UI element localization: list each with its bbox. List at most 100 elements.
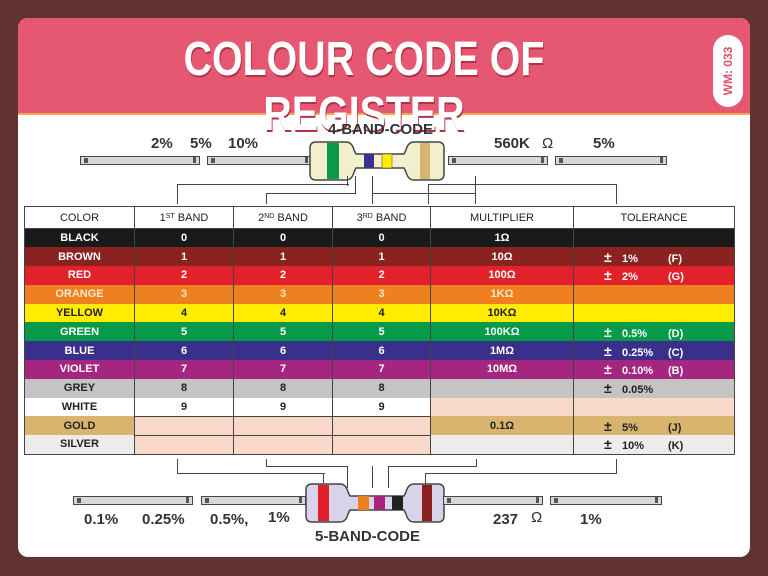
band3-value: 4	[332, 303, 431, 323]
four-band-tolerance: 5%	[593, 135, 615, 152]
band2-value: 6	[233, 341, 333, 361]
tolerance-code: (K)	[668, 440, 684, 453]
plus-minus-icon: ±	[604, 380, 612, 397]
four-band-tol-5: 5%	[190, 135, 212, 152]
lead-wire	[207, 156, 312, 165]
table-row: YELLOW 4 4 4 10KΩ	[24, 303, 735, 323]
band2-value	[233, 434, 333, 455]
tolerance-percent: 10%	[622, 440, 645, 453]
tolerance-percent: 2%	[622, 271, 638, 284]
badge-text: WM: 033	[721, 46, 735, 96]
multiplier-value: 1KΩ	[430, 284, 574, 304]
header-banner: COLOUR CODE OF REGISTER WM: 033	[18, 18, 750, 141]
col-header-tolerance: TOLERANCE	[573, 206, 735, 229]
table-row: SILVER ±10% (K)	[24, 434, 735, 455]
tolerance-code: (B)	[668, 365, 684, 378]
table-row: BLACK 0 0 0 1Ω	[24, 228, 735, 248]
connector-line	[372, 193, 476, 194]
lead-wire	[80, 156, 200, 165]
band3-value: 7	[332, 360, 431, 379]
ohm-icon: Ω	[542, 135, 554, 152]
connector-line	[372, 176, 476, 204]
connector-line	[388, 466, 390, 488]
color-name: VIOLET	[24, 360, 135, 379]
connector-line	[388, 459, 477, 467]
color-name: BLUE	[24, 341, 135, 361]
five-band-value: 237	[493, 511, 519, 528]
tolerance-percent: 0.10%	[622, 365, 654, 378]
band2-value: 3	[233, 284, 333, 304]
color-name: BROWN	[24, 247, 135, 267]
band1-value: 2	[134, 266, 234, 285]
tolerance-percent: 1%	[622, 252, 638, 265]
multiplier-value: 0.1Ω	[430, 416, 574, 436]
tolerance-code: (G)	[668, 271, 684, 284]
multiplier-value	[430, 378, 574, 398]
plus-minus-icon: ±	[604, 436, 612, 453]
table-row: BLUE 6 6 6 1MΩ ±0.25% (C)	[24, 341, 735, 361]
band2-value: 4	[233, 303, 333, 323]
tolerance-code: (J)	[668, 421, 682, 434]
four-band-value: 560K	[494, 135, 530, 152]
table-row: ORANGE 3 3 3 1KΩ	[24, 284, 735, 304]
band2-value: 2	[233, 266, 333, 285]
color-name: RED	[24, 266, 135, 285]
connector-line	[428, 184, 617, 204]
band2-value: 9	[233, 397, 333, 417]
multiplier-value: 10Ω	[430, 247, 574, 267]
table-row: GREEN 5 5 5 100KΩ ±0.5% (D)	[24, 322, 735, 342]
tolerance-value: ±5% (J)	[573, 416, 735, 436]
connector-line	[425, 459, 617, 474]
tolerance-value	[573, 284, 735, 304]
connector-line	[355, 176, 357, 194]
five-band-label: 5-BAND-CODE	[315, 528, 420, 545]
band2-value: 0	[233, 228, 333, 248]
tolerance-value	[573, 397, 735, 417]
col-header-band1: 1ST BAND	[134, 206, 234, 229]
color-name: YELLOW	[24, 303, 135, 323]
band3-value: 6	[332, 341, 431, 361]
five-band-resistor	[305, 483, 445, 523]
band3-value: 0	[332, 228, 431, 248]
color-name: WHITE	[24, 397, 135, 417]
tolerance-code: (D)	[668, 327, 684, 340]
connector-line	[425, 473, 427, 485]
band3-value: 9	[332, 397, 431, 417]
color-name: SILVER	[24, 435, 135, 455]
four-band-tol-2: 2%	[151, 135, 173, 152]
color-code-table: COLOR 1ST BAND 2ND BAND 3RD BAND MULTIPL…	[24, 206, 735, 455]
color-name: GREEN	[24, 322, 135, 342]
multiplier-value: 1Ω	[430, 228, 574, 248]
badge: WM: 033	[713, 35, 743, 107]
connector-line	[266, 459, 348, 467]
band3-value: 8	[332, 378, 431, 398]
tolerance-value: ±1% (F)	[573, 247, 735, 267]
plus-minus-icon: ±	[604, 267, 612, 284]
tolerance-value: ±0.10% (B)	[573, 360, 735, 379]
tolerance-value: ±10% (K)	[573, 435, 735, 455]
five-band-tol-01: 0.1%	[84, 511, 119, 528]
band1-value: 1	[134, 247, 234, 267]
tolerance-value	[573, 303, 735, 323]
color-name: GOLD	[24, 416, 135, 436]
color-name: GREY	[24, 378, 135, 398]
tolerance-percent: 5%	[622, 421, 638, 434]
band2-value	[233, 415, 333, 436]
connector-line	[347, 176, 349, 186]
tolerance-value: ±0.05%	[573, 378, 735, 398]
plus-minus-icon: ±	[604, 342, 612, 359]
five-band-tol-025: 0.25%	[142, 511, 185, 528]
band3-value	[332, 415, 431, 436]
connector-line	[177, 459, 325, 474]
multiplier-value: 10KΩ	[430, 303, 574, 323]
connector-line	[177, 184, 349, 204]
tolerance-value: ±0.5% (D)	[573, 322, 735, 342]
table-row: BROWN 1 1 1 10Ω ±1% (F)	[24, 247, 735, 267]
tolerance-value	[573, 228, 735, 248]
tolerance-percent: 0.25%	[622, 346, 654, 359]
band3-value: 2	[332, 266, 431, 285]
connector-line	[323, 473, 325, 483]
lead-wire	[448, 156, 548, 165]
band3-value: 3	[332, 284, 431, 304]
band1-value: 0	[134, 228, 234, 248]
